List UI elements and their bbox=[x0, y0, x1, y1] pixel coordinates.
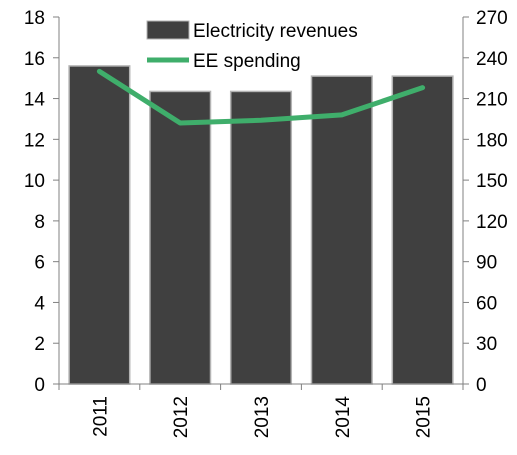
right-tick-label: 0 bbox=[476, 375, 487, 396]
right-tick-label: 90 bbox=[476, 253, 497, 274]
bar-2013 bbox=[229, 90, 293, 385]
left-tick-label: 18 bbox=[24, 8, 45, 29]
right-tick-label: 120 bbox=[476, 212, 508, 233]
right-tick-label: 180 bbox=[476, 130, 508, 151]
left-tick-label: 14 bbox=[24, 90, 46, 111]
right-tick-label: 210 bbox=[476, 90, 508, 111]
left-tick-label: 6 bbox=[34, 253, 45, 274]
left-tick-label: 12 bbox=[24, 130, 45, 151]
left-tick-label: 10 bbox=[24, 171, 45, 192]
x-tick-label: 2013 bbox=[252, 396, 273, 438]
left-tick-label: 0 bbox=[34, 375, 45, 396]
left-tick-label: 16 bbox=[24, 49, 45, 70]
right-tick-label: 30 bbox=[476, 334, 497, 355]
right-tick-label: 240 bbox=[476, 49, 508, 70]
bars-layer bbox=[68, 65, 454, 385]
legend-swatch-electricity-revenues bbox=[146, 20, 190, 40]
x-tick-label: 2014 bbox=[333, 396, 354, 439]
legend-label-ee-spending: EE spending bbox=[193, 51, 301, 72]
bar-2011 bbox=[68, 65, 131, 385]
right-tick-label: 60 bbox=[476, 293, 497, 314]
left-tick-label: 2 bbox=[34, 334, 45, 355]
left-tick-label: 4 bbox=[34, 293, 45, 314]
bar-2012 bbox=[149, 90, 212, 385]
legend: Electricity revenues EE spending bbox=[146, 20, 358, 72]
axes-layer: 0246810121416180306090120150180210240270… bbox=[24, 8, 508, 438]
bar-2014 bbox=[310, 75, 373, 385]
bar-2015 bbox=[391, 75, 454, 385]
right-tick-label: 270 bbox=[476, 8, 508, 29]
left-tick-label: 8 bbox=[34, 212, 45, 233]
x-tick-label: 2012 bbox=[171, 396, 192, 438]
right-tick-label: 150 bbox=[476, 171, 508, 192]
x-tick-label: 2011 bbox=[90, 396, 111, 437]
line-layer bbox=[96, 68, 426, 126]
x-tick-label: 2015 bbox=[414, 396, 435, 438]
legend-label-electricity-revenues: Electricity revenues bbox=[193, 21, 358, 42]
